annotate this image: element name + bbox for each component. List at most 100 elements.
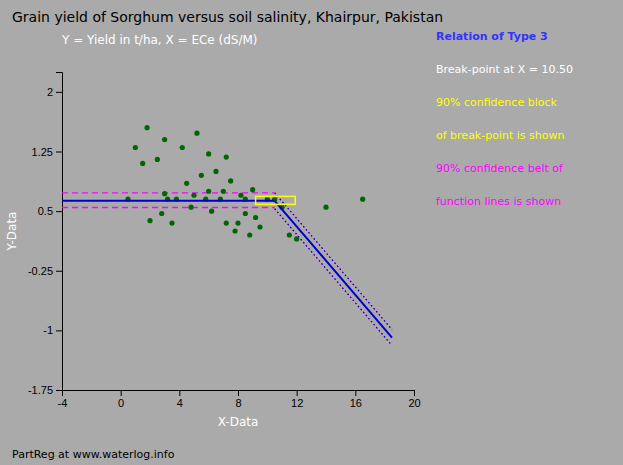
line (62, 207, 275, 208)
title: Grain yield of Sorghum versus soil salin… (12, 9, 443, 25)
point (360, 197, 365, 202)
point (209, 209, 214, 214)
annotation: function lines is shown (436, 195, 561, 208)
subtitle: Y = Yield in t/ha, X = ECe (dS/M) (61, 33, 258, 47)
tick-label: -4 (58, 397, 68, 409)
footer: PartReg at www.waterlog.info (12, 448, 175, 461)
tick: 0.5 (38, 205, 62, 217)
x-axis-title: X-Data (218, 415, 259, 429)
tick-mark (121, 390, 122, 396)
point (323, 205, 328, 210)
point (253, 215, 258, 220)
tick-mark (56, 92, 62, 93)
tick: 12 (291, 390, 303, 409)
point (221, 189, 226, 194)
point (188, 205, 193, 210)
tick-label: 20 (408, 397, 420, 409)
line (275, 209, 392, 346)
point (159, 211, 164, 216)
point (155, 157, 160, 162)
point (184, 181, 189, 186)
tick-mark (56, 152, 62, 153)
tick: -1 (43, 324, 62, 336)
tick-label: 2 (47, 86, 53, 98)
line (275, 193, 392, 330)
annotation: Relation of Type 3 (436, 30, 548, 43)
tick-label: -1.75 (28, 384, 53, 396)
point (162, 137, 167, 142)
point (180, 145, 185, 150)
point (191, 193, 196, 198)
point (257, 224, 262, 229)
y-axis-title: Y-Data (5, 212, 19, 252)
point (133, 145, 138, 150)
tick: 4 (177, 390, 183, 409)
point (147, 218, 152, 223)
tick-label: -0.25 (28, 265, 53, 277)
tick-label: 12 (291, 397, 303, 409)
y-axis-line (56, 73, 63, 391)
line (275, 209, 392, 346)
point (232, 228, 237, 233)
tick-mark (355, 390, 356, 396)
tick: 8 (235, 390, 241, 409)
point (213, 169, 218, 174)
point (194, 131, 199, 136)
annotation: 90% confidence block (436, 96, 557, 109)
line (275, 201, 392, 338)
tick-label: 1.25 (32, 146, 53, 158)
line (275, 193, 392, 330)
annotations: Relation of Type 3 Break-point at X = 10.… (436, 30, 573, 208)
tick-label: 8 (235, 397, 241, 409)
point (169, 220, 174, 225)
line (62, 192, 275, 193)
confidence-box (256, 196, 296, 204)
y-axis: -1.75 -1 -0.25 0.5 1.25 2 (28, 73, 63, 397)
point (287, 232, 292, 237)
tick-mark (56, 390, 62, 391)
point (206, 151, 211, 156)
tick-mark (297, 390, 298, 396)
tick: 2 (47, 86, 62, 98)
point (250, 187, 255, 192)
tick-label: -1 (43, 324, 53, 336)
point (224, 220, 229, 225)
tick-mark (179, 390, 180, 396)
point (243, 211, 248, 216)
point (238, 193, 243, 198)
point (140, 161, 145, 166)
point (228, 178, 233, 183)
tick: -4 (58, 390, 68, 409)
point (199, 173, 204, 178)
chart: Grain yield of Sorghum versus soil salin… (0, 0, 623, 465)
tick-label: 16 (350, 397, 362, 409)
tick: -1.75 (28, 384, 62, 396)
tick-label: 4 (177, 397, 183, 409)
tick-mark (56, 271, 62, 272)
tick: 1.25 (32, 146, 62, 158)
tick-mark (56, 330, 62, 331)
tick: 20 (408, 390, 420, 409)
annotation: 90% confidence belt of (436, 162, 564, 175)
point (162, 191, 167, 196)
plot-area (62, 125, 392, 345)
annotation: Break-point at X = 10.50 (436, 63, 573, 76)
point (235, 220, 240, 225)
point (144, 125, 149, 130)
tick: -0.25 (28, 265, 62, 277)
x-axis: -4 0 4 8 12 16 20 (58, 390, 421, 409)
tick-label: 0.5 (38, 205, 53, 217)
point (224, 154, 229, 159)
tick: 16 (350, 390, 362, 409)
tick-label: 0 (118, 397, 124, 409)
point (206, 189, 211, 194)
tick-mark (414, 390, 415, 396)
x-axis-line (63, 391, 415, 397)
line (62, 200, 275, 202)
tick-mark (238, 390, 239, 396)
scatter-series (125, 125, 365, 241)
annotation: of break-point is shown (436, 129, 564, 142)
point (247, 232, 252, 237)
tick: 0 (118, 390, 124, 409)
tick-mark (56, 211, 62, 212)
